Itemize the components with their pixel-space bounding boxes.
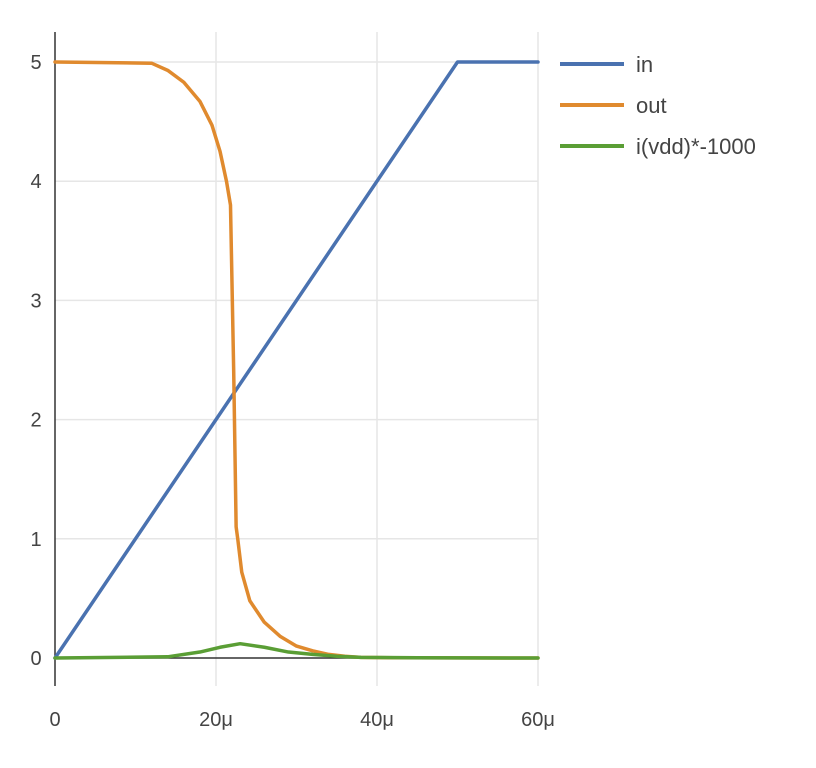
x-tick-label: 40μ <box>360 709 394 731</box>
y-tick-label: 5 <box>30 52 41 74</box>
series-line-1 <box>53 60 540 660</box>
grid <box>55 32 539 686</box>
series-line-0 <box>53 60 540 660</box>
legend: in out i(vdd)*-1000 <box>560 52 756 159</box>
tick-labels: 0 20μ 40μ 60μ 0 1 2 3 4 5 <box>30 52 554 731</box>
legend-label: i(vdd)*-1000 <box>636 134 756 159</box>
y-tick-label: 3 <box>30 290 41 312</box>
axes <box>54 32 538 686</box>
series-line-2 <box>53 641 540 660</box>
y-tick-label: 2 <box>30 410 41 432</box>
legend-label: out <box>636 93 667 118</box>
x-tick-label: 0 <box>49 709 60 731</box>
y-tick-label: 1 <box>30 529 41 551</box>
legend-label: in <box>636 52 653 77</box>
y-tick-label: 4 <box>30 171 41 193</box>
x-tick-label: 60μ <box>521 709 555 731</box>
x-tick-label: 20μ <box>199 709 233 731</box>
series-group <box>53 60 540 660</box>
y-tick-label: 0 <box>30 648 41 670</box>
